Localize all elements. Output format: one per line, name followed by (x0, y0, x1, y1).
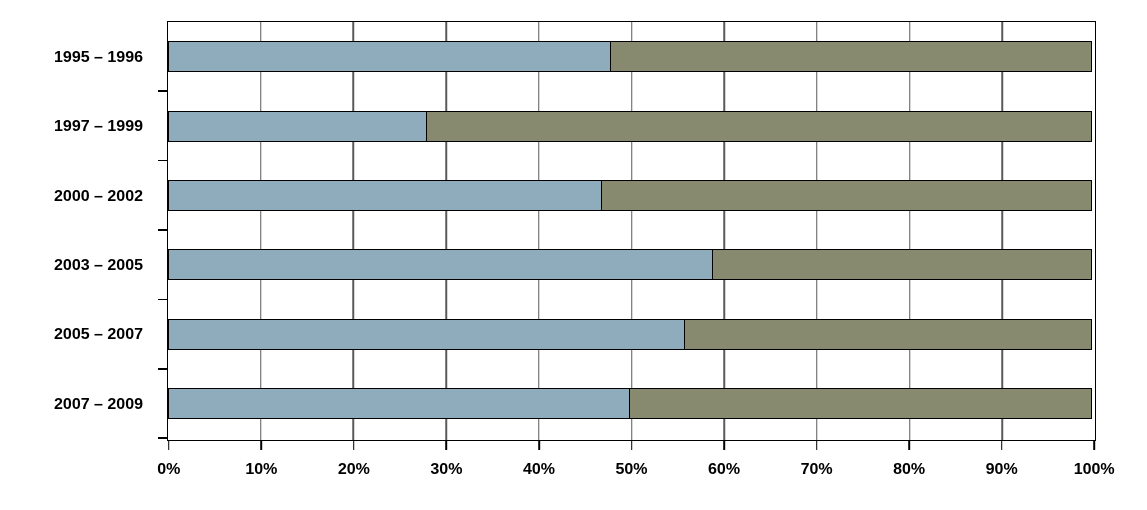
x-axis-tick (353, 440, 355, 450)
y-axis-tick (158, 298, 167, 301)
y-axis-label: 2000 – 2002 (54, 187, 143, 205)
y-axis-tick (158, 159, 167, 162)
bar-row (168, 110, 1092, 142)
bar-segment-series-1-blue (168, 180, 603, 211)
x-axis-tick-label: 50% (615, 461, 648, 478)
bar-segment-series-2-olive (629, 388, 1092, 420)
x-axis-tick-label: 70% (800, 461, 833, 478)
gridline-70pct (816, 22, 818, 440)
x-axis-tick-label: 90% (985, 461, 1018, 478)
x-axis-tick (538, 440, 540, 450)
plot-area (167, 21, 1096, 441)
x-axis-tick (630, 440, 633, 450)
x-axis-tick-label: 100% (1073, 461, 1115, 478)
gridline-10pct (259, 22, 262, 440)
x-axis-tick-label: 40% (522, 461, 555, 478)
bar-segment-series-2-olive (685, 318, 1092, 350)
bar-row (168, 388, 1092, 420)
gridline-60pct (723, 22, 725, 440)
bar-row (168, 41, 1092, 73)
x-axis-tick (445, 440, 448, 450)
x-axis-tick-label: 30% (430, 461, 463, 478)
bar-row (168, 249, 1092, 281)
y-axis-tick (158, 229, 167, 231)
bar-segment-series-1-blue (168, 318, 686, 350)
x-axis-tick-label: 0% (157, 461, 181, 478)
bar-segment-series-1-blue (168, 388, 630, 420)
x-axis-tick-label: 10% (245, 461, 278, 478)
bar-segment-series-2-olive (713, 249, 1092, 281)
bar-row (168, 180, 1092, 211)
x-axis-tick (1000, 440, 1003, 450)
x-axis-tick (1093, 440, 1095, 450)
gridline-40pct (538, 22, 540, 440)
y-axis-tick (158, 437, 167, 439)
y-axis-label: 1995 – 1996 (54, 48, 143, 66)
bar-segment-series-2-olive (426, 110, 1092, 142)
y-axis-label: 2003 – 2005 (54, 256, 143, 274)
x-axis-tick (723, 440, 725, 450)
x-axis-tick-label: 20% (337, 461, 370, 478)
bar-segment-series-1-blue (168, 249, 713, 281)
y-axis-tick (158, 90, 167, 92)
y-axis-label: 2007 – 2009 (54, 395, 143, 413)
y-axis-label: 1997 – 1999 (54, 118, 143, 136)
bar-segment-series-1-blue (168, 110, 427, 142)
gridline-50pct (630, 22, 633, 440)
x-axis-tick (260, 440, 263, 450)
x-axis-tick (908, 440, 910, 450)
x-axis-tick-label: 80% (893, 461, 926, 478)
gridline-20pct (352, 22, 355, 440)
bar-segment-series-2-olive (611, 41, 1092, 73)
bar-row (168, 318, 1092, 350)
gridline-30pct (445, 22, 447, 440)
x-axis-tick-label: 60% (708, 461, 741, 478)
gridline-80pct (908, 22, 911, 440)
y-axis-tick (158, 368, 167, 370)
x-axis-tick (168, 440, 170, 450)
bar-segment-series-2-olive (602, 180, 1092, 211)
bar-segment-series-1-blue (168, 41, 612, 73)
gridline-90pct (1001, 22, 1004, 440)
x-axis-tick (815, 440, 818, 450)
y-axis-label: 2005 – 2007 (54, 326, 143, 344)
